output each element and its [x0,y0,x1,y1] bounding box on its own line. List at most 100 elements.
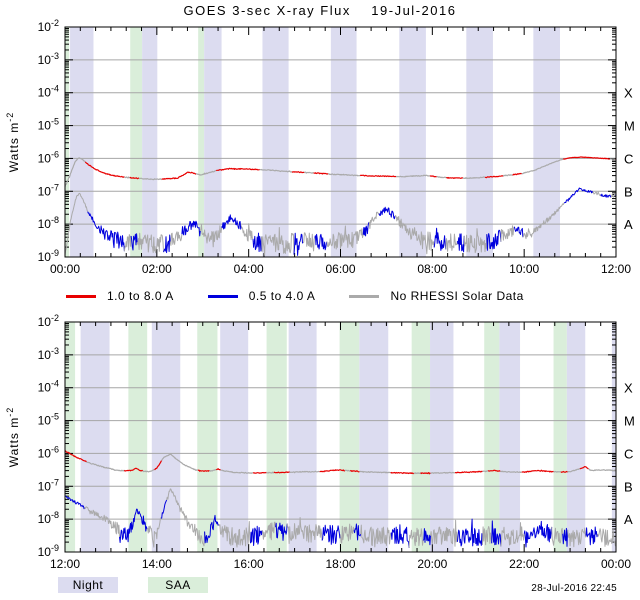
saa-band [65,322,76,552]
short-channel-curve-nodata [166,488,206,547]
short-channel-curve-nodata [302,232,316,252]
long-channel-curve [216,167,260,172]
saa-legend-swatch: SAA [148,577,208,593]
short-channel-curve-nodata [430,519,458,547]
plot-generated-timestamp: 28-Jul-2016 22:45 [531,583,617,594]
flux-class-label: M [624,414,635,429]
x-tick-label: 20:00 [417,557,447,571]
legend-item-no-data: No RHESSI Solar Data [349,289,523,303]
flux-class-label: M [624,119,635,134]
long-channel-curve [216,468,221,471]
short-channel-curve [221,214,242,230]
short-channel-curve-nodata [340,523,355,544]
long-channel-curve-nodata [209,469,217,472]
saa-band [553,322,567,552]
long-channel-curve-nodata [289,470,320,474]
short-channel-curve-nodata [286,517,323,544]
long-channel-curve-nodata [359,470,391,474]
long-channel-curve [454,470,483,474]
short-channel-curve [204,514,220,544]
flux-class-label: A [624,512,633,527]
short-channel-curve-nodata [146,517,162,548]
y-tick-label: 10-4 [38,84,59,100]
long-channel-curve-nodata [567,468,581,473]
night-band [204,27,222,257]
short-channel-curve-nodata [551,526,564,546]
long-channel-curve-nodata [436,175,447,179]
short-channel-curve-nodata [261,227,295,256]
short-channel-curve-nodata [84,506,120,537]
flux-class-label: X [624,381,633,396]
saa-band [484,322,500,552]
short-channel-curve [433,227,447,251]
legend-label-no-data: No RHESSI Solar Data [390,289,524,303]
long-channel-curve [560,470,569,473]
flux-class-label: A [624,217,633,232]
y-tick-label: 10-5 [38,117,59,133]
x-tick-label: 12:00 [601,262,631,276]
long-channel-curve-nodata [396,174,430,178]
short-channel-curve-nodata [592,191,602,196]
saa-band [266,322,287,552]
y-tick-label: 10-2 [38,18,59,34]
y-tick-label: 10-7 [38,182,59,198]
night-band [80,322,110,552]
x-tick-label: 16:00 [234,557,264,571]
short-channel-curve-nodata [65,192,89,256]
night-legend-label: Night [72,578,104,592]
short-channel-curve [523,520,553,548]
long-channel-curve [429,175,437,178]
short-channel-curve-nodata [326,225,364,250]
short-channel-curve-nodata [500,522,525,547]
flux-class-label: B [624,479,633,494]
short-channel-curve [600,193,612,198]
short-channel-curve-nodata [169,231,183,246]
short-channel-curve-nodata [522,202,565,240]
blue-line-swatch [207,294,238,298]
long-channel-curve [487,469,501,472]
x-tick-label: 18:00 [325,557,355,571]
short-channel-curve [378,206,396,220]
long-channel-curve-nodata [502,174,513,177]
long-channel-curve-nodata [500,470,522,473]
short-channel-curve-nodata [610,193,616,198]
long-channel-curve-nodata [86,461,125,472]
x-tick-label: 08:00 [417,262,447,276]
short-channel-curve [252,232,262,252]
short-channel-curve [163,234,171,254]
long-channel-curve [154,460,163,471]
saa-band [411,322,431,552]
long-channel-curve-nodata [553,470,561,473]
short-channel-curve-nodata [136,232,165,254]
long-channel-curve [84,161,125,178]
long-channel-curve [562,156,610,160]
long-channel-curve-nodata [609,158,616,160]
long-channel-curve-nodata [303,171,314,174]
night-band [430,322,454,552]
long-channel-curve [197,469,210,472]
x-tick-label: 02:00 [142,262,172,276]
short-channel-curve [563,187,594,204]
long-channel-curve [129,176,140,180]
short-channel-curve-nodata [482,526,493,546]
short-channel-curve-nodata [394,215,435,255]
short-channel-curve [87,211,125,252]
short-channel-curve [250,525,263,546]
long-channel-curve-nodata [430,471,455,475]
long-channel-curve-nodata [588,468,616,472]
short-channel-curve [456,233,465,253]
short-channel-curve [362,222,370,237]
long-channel-curve [319,469,346,473]
saa-band [128,322,148,552]
short-channel-curve-nodata [445,233,458,252]
short-channel-curve [456,518,483,547]
red-line-swatch [66,294,96,298]
long-channel-curve [252,471,267,474]
long-channel-curve [313,172,329,175]
flux-class-label: B [624,184,633,199]
short-channel-curve [513,226,524,238]
long-channel-curve [579,466,589,470]
short-channel-curve [130,233,138,251]
long-channel-curve-nodata [196,170,217,176]
y-tick-label: 10-3 [38,51,59,67]
